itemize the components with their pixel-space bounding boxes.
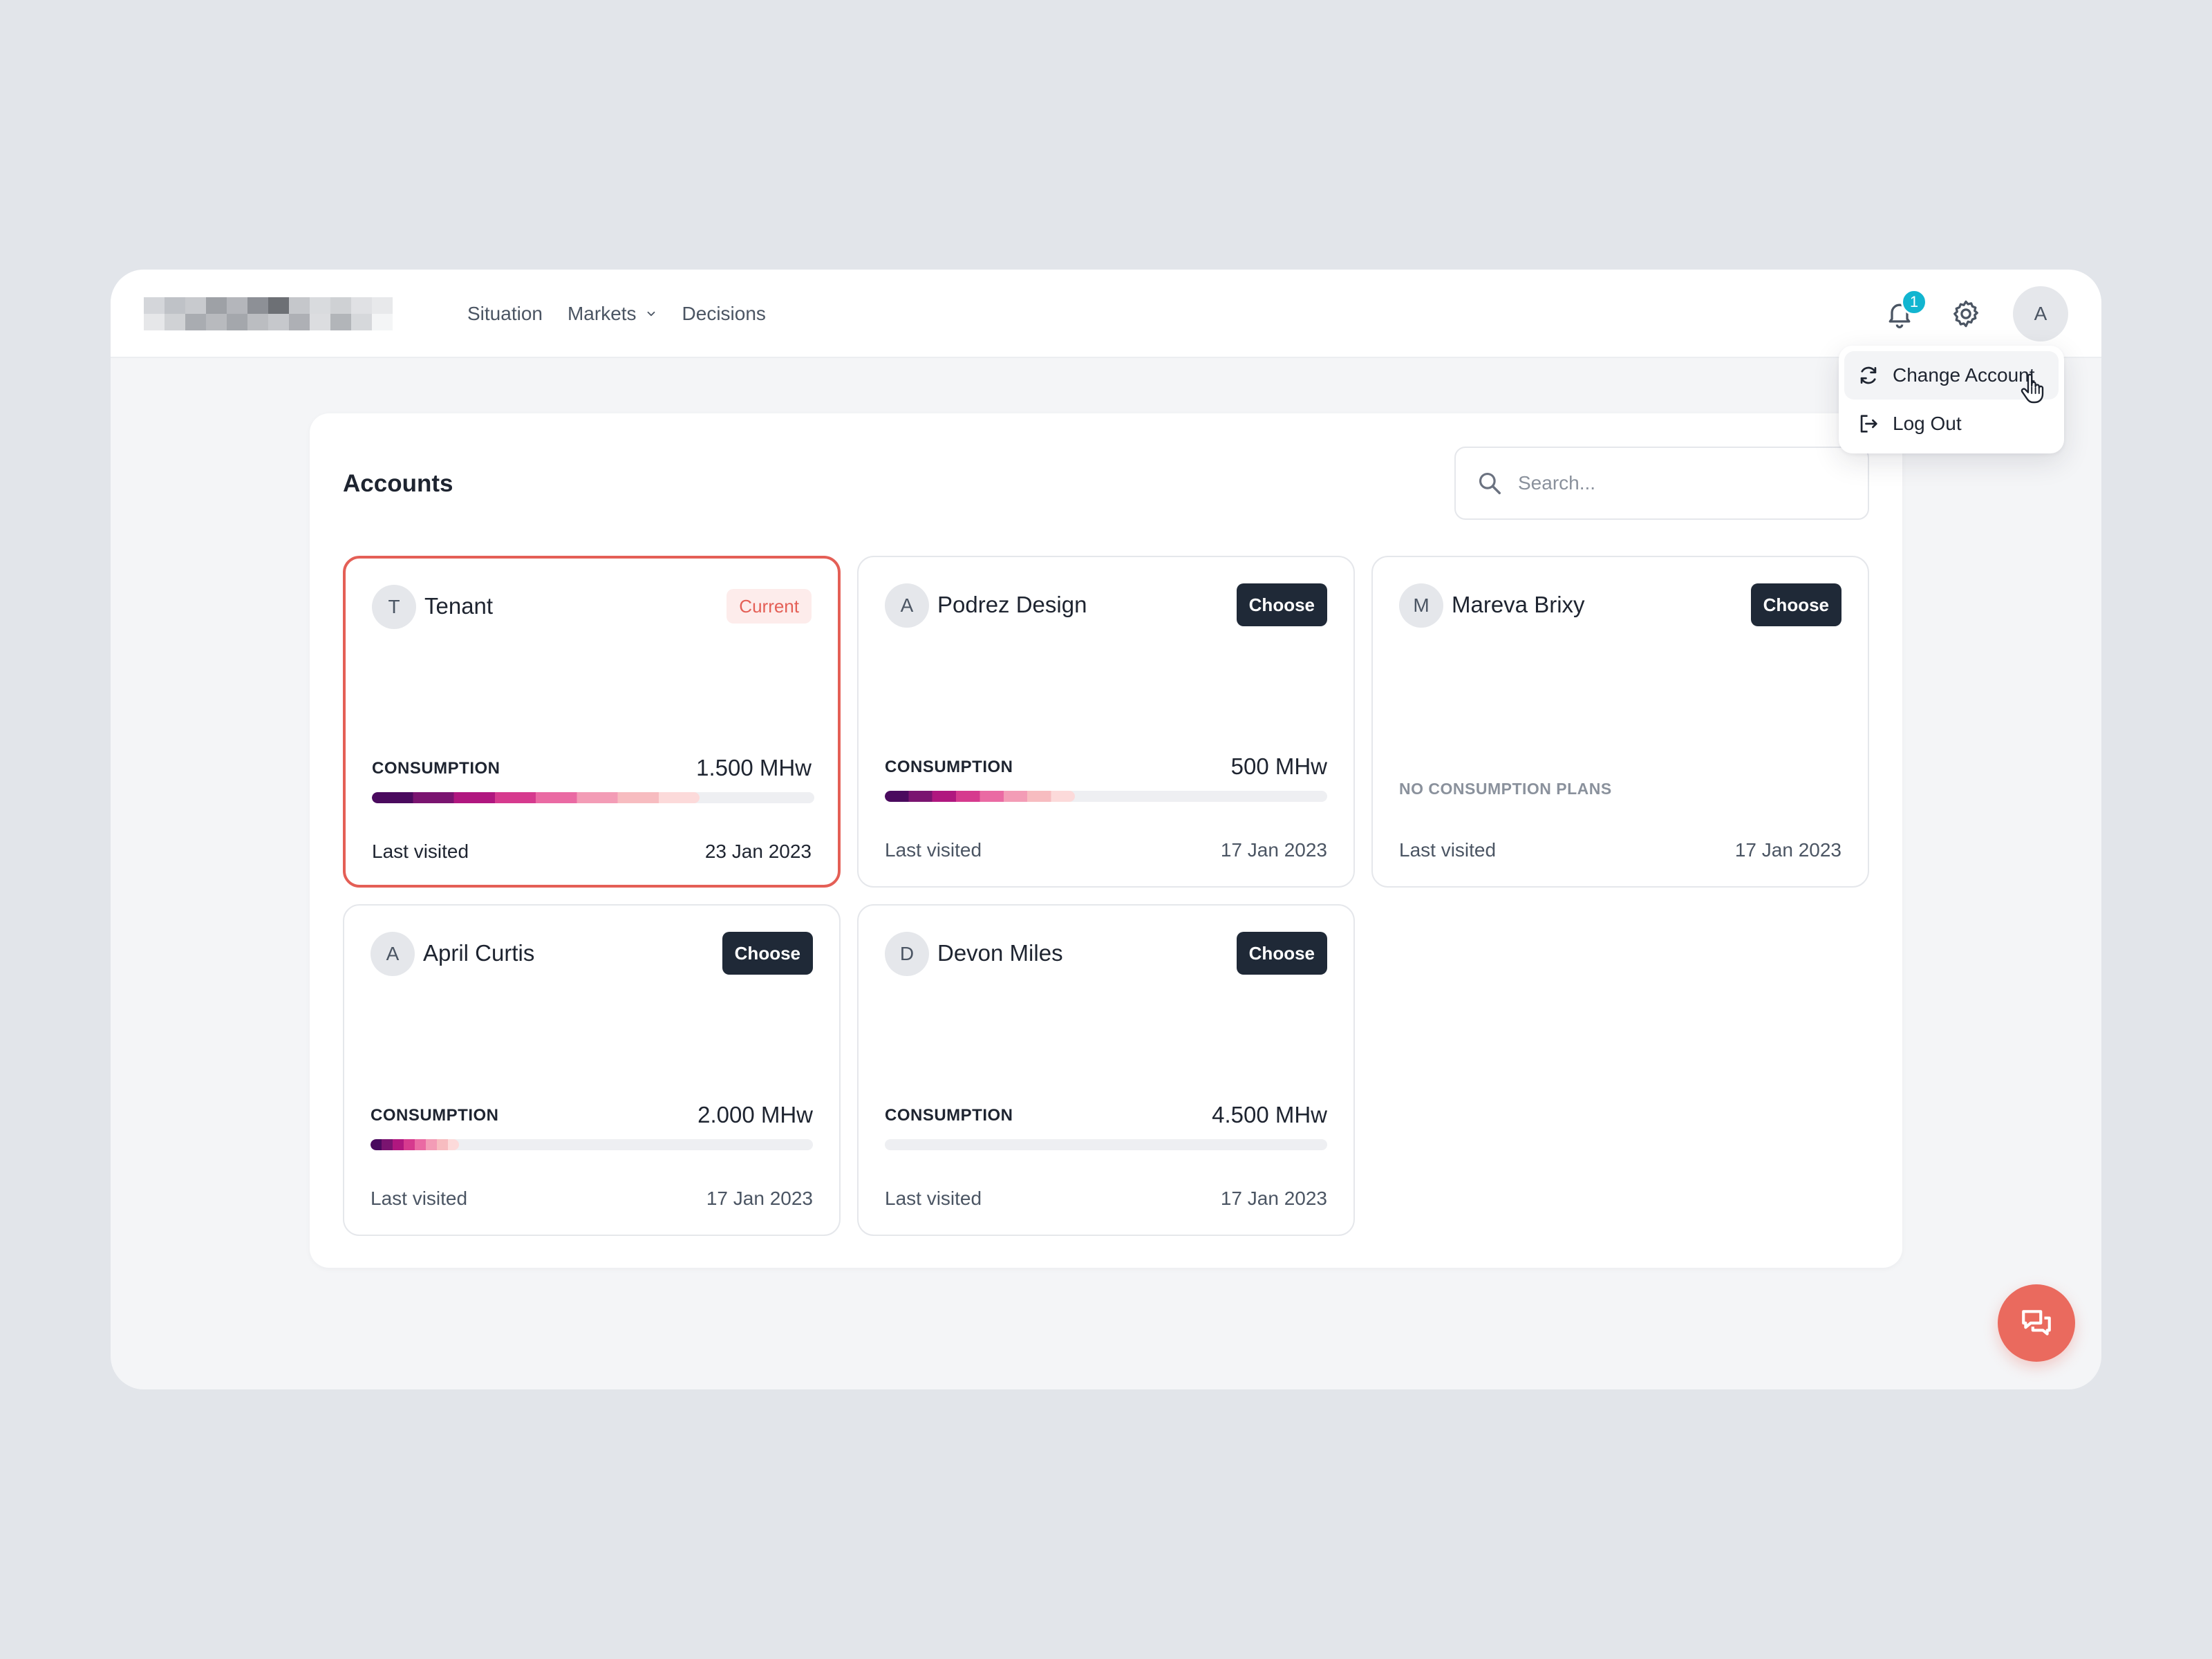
account-avatar: A [371,932,415,976]
chat-button[interactable] [1998,1284,2075,1362]
consumption-bar-fill [885,791,1076,802]
notifications-button[interactable]: 1 [1880,289,1927,333]
last-visited-label: Last visited [1399,839,1497,861]
account-name: Podrez Design [937,592,1087,617]
account-avatar: M [1399,583,1443,628]
account-card-april-curtis: A April Curtis Choose CONSUMPTION 2.000 … [343,904,841,1236]
consumption-bar [371,1139,813,1150]
choose-button[interactable]: Choose [1236,583,1327,626]
nav-decisions-label: Decisions [682,303,766,324]
account-name: April Curtis [423,940,535,966]
page-title: Accounts [343,470,453,497]
last-visited-label: Last visited [371,1188,468,1209]
consumption-value: 1.500 MHw [696,755,812,780]
account-card-tenant[interactable]: T Tenant Current CONSUMPTION 1.500 MHw L… [343,556,841,888]
consumption-bar-fill [371,1139,459,1150]
account-name: Tenant [424,593,494,619]
search-icon [1479,472,1501,494]
account-avatar: D [885,932,929,976]
account-name: Devon Miles [937,940,1063,966]
last-visited-date: 17 Jan 2023 [1734,839,1841,861]
consumption-label: CONSUMPTION [371,1106,499,1125]
consumption-label: CONSUMPTION [372,759,500,778]
consumption-label: CONSUMPTION [885,1106,1013,1125]
top-navbar: Situation Markets Decisions 1 [111,270,2101,358]
chevron-down-icon [647,311,655,317]
last-visited-date: 17 Jan 2023 [1220,839,1327,861]
consumption-value: 500 MHw [1230,753,1327,779]
hand-cursor-icon [2021,373,2044,404]
last-visited-label: Last visited [885,839,982,861]
settings-button[interactable] [1947,294,1985,333]
choose-button[interactable]: Choose [1236,932,1327,975]
log-out-menu-item[interactable]: Log Out [1844,400,2059,448]
chat-icon [2022,1310,2051,1335]
refresh-icon [1860,366,1877,384]
search-box[interactable] [1454,447,1869,520]
consumption-label: CONSUMPTION [885,758,1013,776]
consumption-bar-fill [372,792,700,803]
consumption-value: 4.500 MHw [1212,1102,1327,1127]
nav-markets[interactable]: Markets [568,303,657,325]
choose-button[interactable]: Choose [722,932,813,975]
change-account-menu-item[interactable]: Change Account [1844,351,2059,400]
account-card-podrez-design: A Podrez Design Choose CONSUMPTION 500 M… [857,556,1355,888]
nav-situation[interactable]: Situation [467,303,543,325]
search-input[interactable] [1518,472,1836,494]
account-menu: Change Account Log Out [1839,346,2064,453]
account-name: Mareva Brixy [1452,592,1585,617]
consumption-bar [885,1139,1327,1150]
no-consumption-plans-label: NO CONSUMPTION PLANS [1399,780,1612,798]
account-avatar: A [885,583,929,628]
account-card-mareva-brixy: M Mareva Brixy Choose NO CONSUMPTION PLA… [1371,556,1869,888]
main-nav: Situation Markets Decisions [467,270,766,358]
last-visited-date: 17 Jan 2023 [706,1188,813,1209]
logout-icon [1860,415,1877,433]
last-visited-date: 23 Jan 2023 [704,841,812,862]
consumption-bar [372,792,814,803]
consumption-bar [885,791,1327,802]
user-avatar[interactable]: A [2013,286,2068,341]
change-account-label: Change Account [1893,364,2035,386]
notification-count-badge: 1 [1901,289,1927,315]
consumption-value: 2.000 MHw [697,1102,813,1127]
gear-icon [1953,300,1978,328]
nav-decisions[interactable]: Decisions [682,303,766,325]
account-avatar: T [372,585,416,629]
accounts-panel: Accounts T Tenant Current CONSUMPTION 1.… [310,413,1902,1268]
last-visited-label: Last visited [372,841,469,862]
choose-button[interactable]: Choose [1750,583,1841,626]
log-out-label: Log Out [1893,413,1962,434]
brand-logo[interactable] [144,297,393,330]
nav-markets-label: Markets [567,303,637,324]
header-actions: 1 A [1880,286,2068,341]
current-badge: Current [727,589,812,624]
last-visited-date: 17 Jan 2023 [1220,1188,1327,1209]
account-card-devon-miles: D Devon Miles Choose CONSUMPTION 4.500 M… [857,904,1355,1236]
app-window: Situation Markets Decisions 1 [111,270,2101,1389]
last-visited-label: Last visited [885,1188,982,1209]
nav-situation-label: Situation [467,303,543,324]
